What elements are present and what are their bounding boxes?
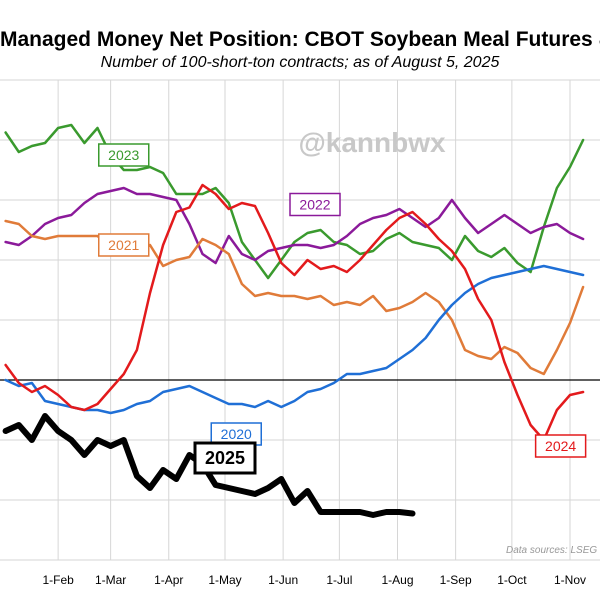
series-label-text: 2020 xyxy=(221,426,252,442)
chart-subtitle: Number of 100-short-ton contracts; as of… xyxy=(100,54,500,71)
series-line-2024 xyxy=(4,183,585,442)
watermark: @kannbwx xyxy=(298,127,446,158)
series-label-text: 2021 xyxy=(108,237,139,253)
series-label-text: 2023 xyxy=(108,147,139,163)
series-label-2022: 2022 xyxy=(289,192,341,217)
x-tick-label: 1-Jun xyxy=(268,573,298,587)
series-label-2024: 2024 xyxy=(534,434,587,458)
x-tick-label: 1-May xyxy=(208,573,241,587)
grid-lines xyxy=(0,79,600,561)
series-label-2023: 2023 xyxy=(98,143,150,167)
series-labels: 2023 2022 2021 2020 2024 2025 xyxy=(98,143,587,475)
x-tick-label: 1-Nov xyxy=(554,573,586,587)
series-label-2021: 2021 xyxy=(98,233,150,257)
series-line-2022 xyxy=(4,186,585,265)
series-label-text: 2025 xyxy=(205,448,245,468)
x-tick-label: 1-Sep xyxy=(440,573,472,587)
chart-title: Managed Money Net Position: CBOT Soybean… xyxy=(0,28,600,51)
series-label-2025: 2025 xyxy=(193,441,257,475)
series-line-2023 xyxy=(4,123,585,280)
x-tick-label: 1-Apr xyxy=(154,573,183,587)
x-tick-label: 1-Feb xyxy=(42,573,74,587)
x-tick-label: 1-Jul xyxy=(326,573,352,587)
x-axis-ticks: 1-Feb 1-Mar 1-Apr 1-May 1-Jun 1-Jul 1-Aug 1-Sep… xyxy=(42,573,586,587)
source-note: Data sources: LSEG W xyxy=(506,545,600,556)
series-label-2020: 2020 xyxy=(210,422,262,446)
x-tick-label: 1-Oct xyxy=(497,573,527,587)
series-label-text: 2022 xyxy=(299,197,330,213)
series-label-text: 2024 xyxy=(545,438,576,454)
series-line-2020 xyxy=(4,264,585,415)
x-tick-label: 1-Mar xyxy=(95,573,126,587)
x-tick-label: 1-Aug xyxy=(381,573,413,587)
